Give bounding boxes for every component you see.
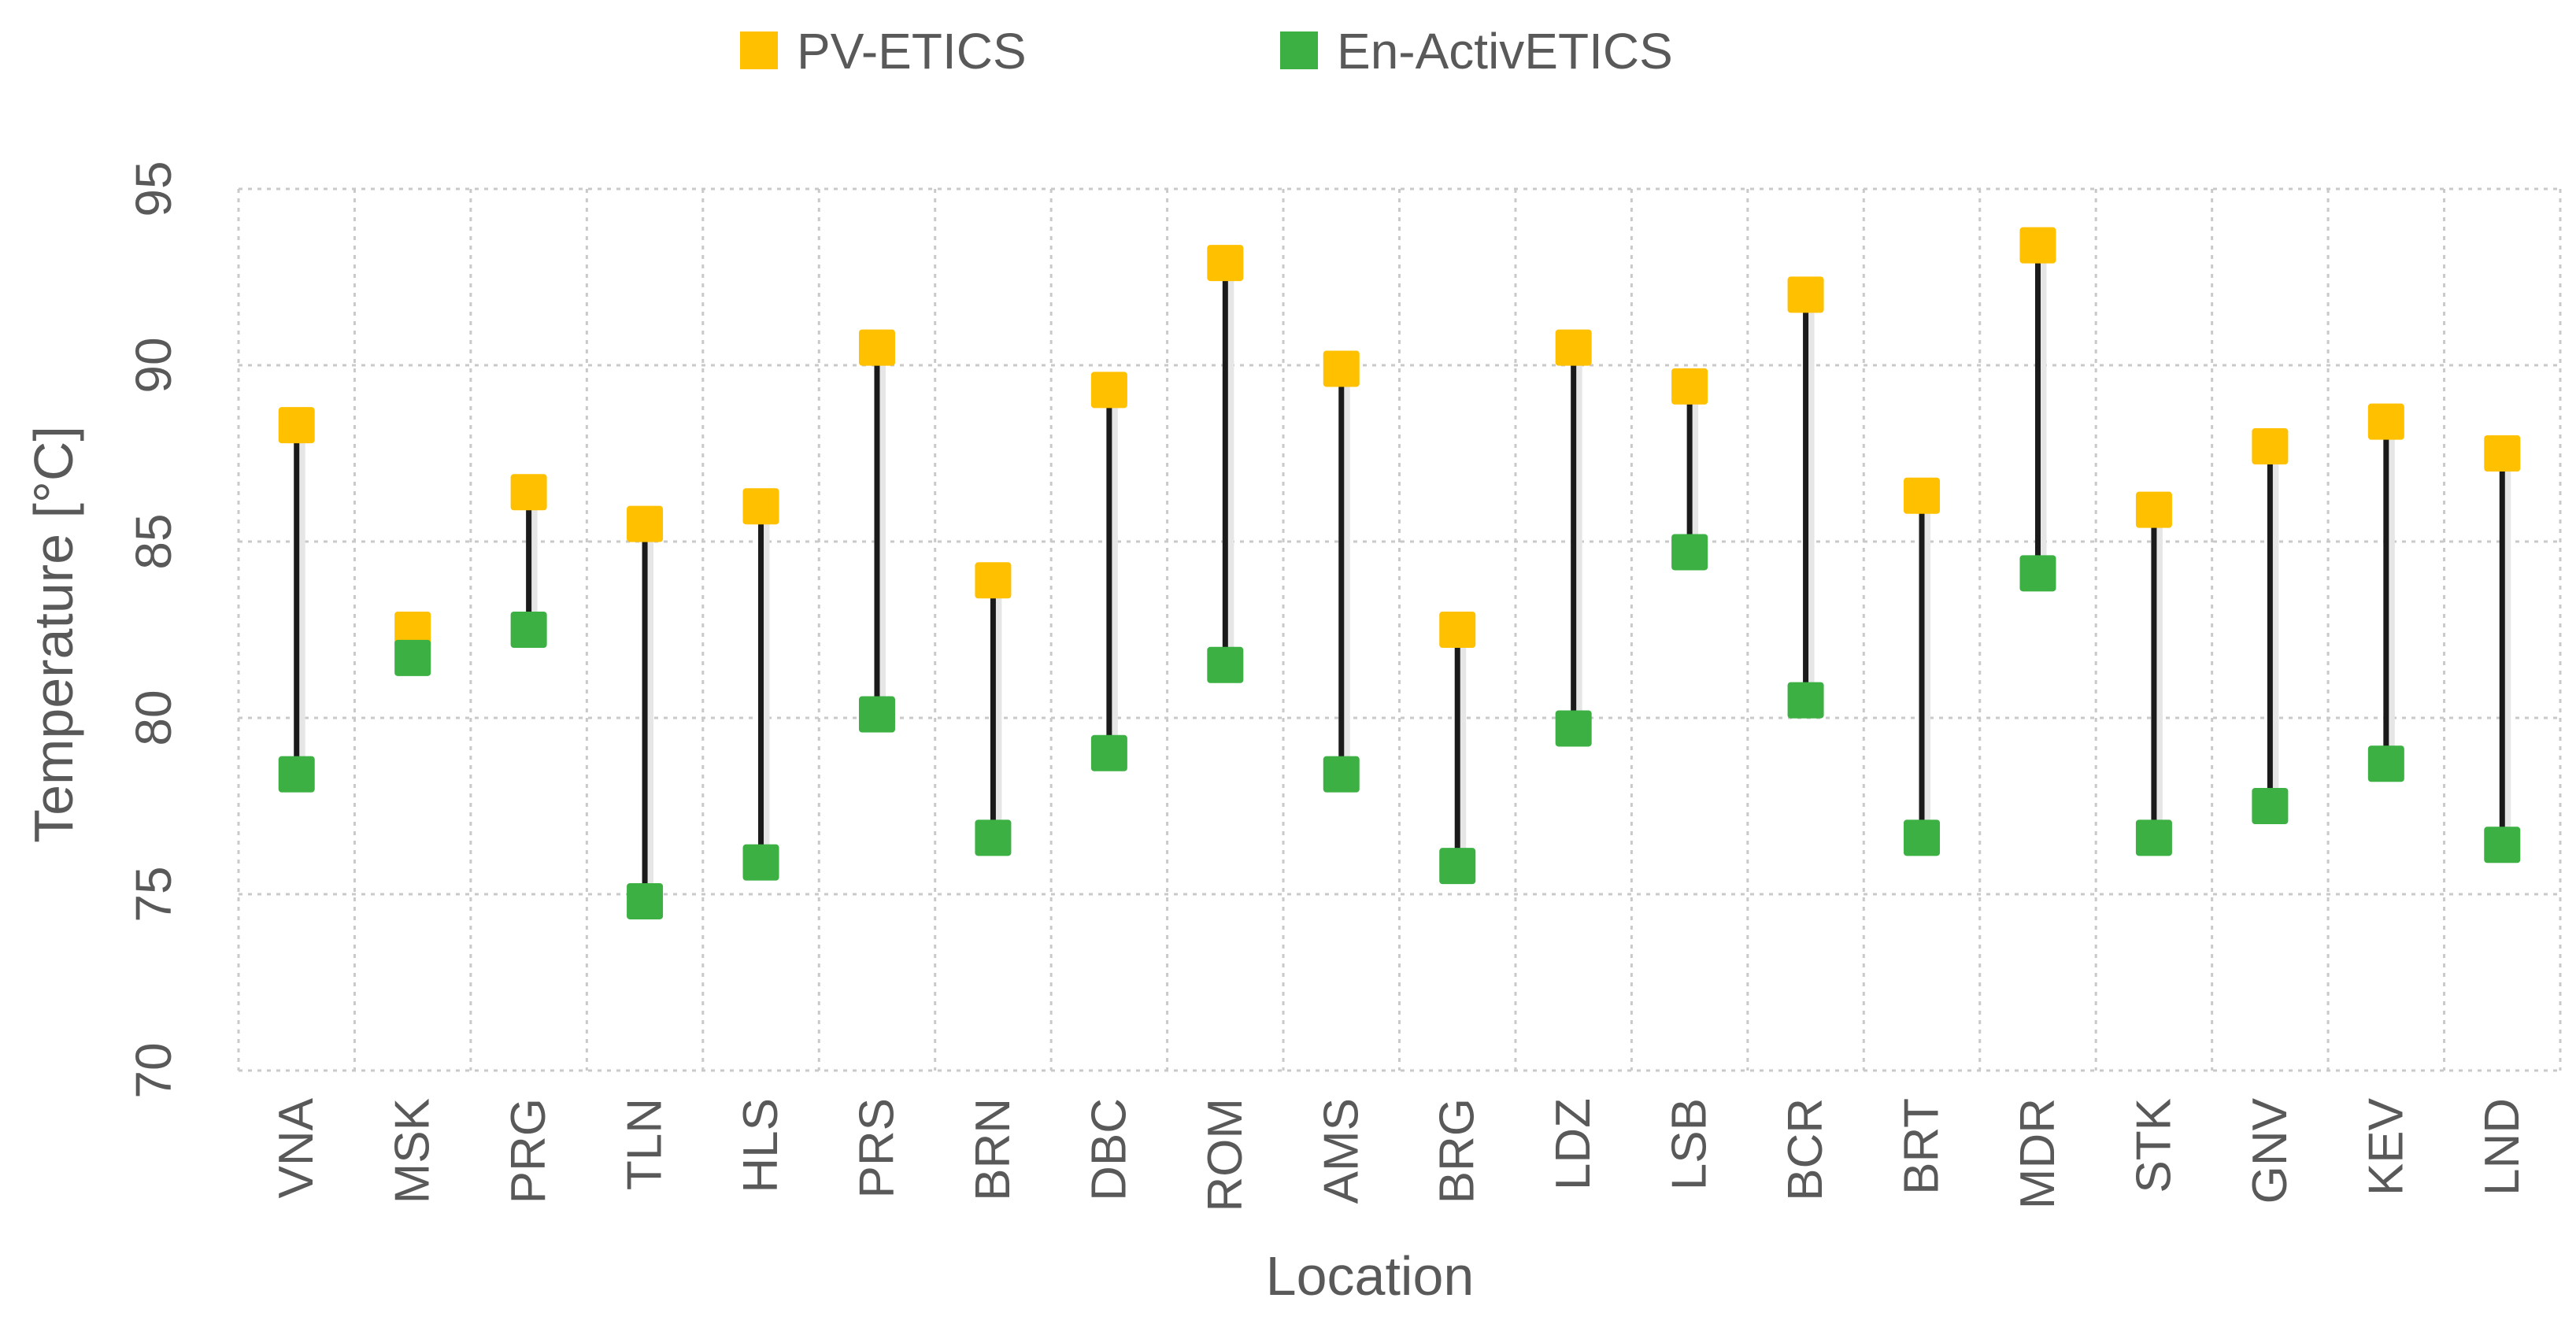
marker-pv-etics-brg: [1439, 612, 1476, 648]
marker-pv-etics-hls: [742, 488, 779, 525]
marker-en-activetics-msk: [394, 639, 431, 676]
marker-pv-etics-kev: [2367, 403, 2404, 440]
y-tick-label: 75: [125, 866, 182, 922]
x-tick-label-hls: HLS: [734, 1098, 788, 1193]
marker-en-activetics-lsb: [1671, 534, 1708, 571]
x-tick-label-brn: BRN: [966, 1098, 1020, 1201]
marker-pv-etics-brt: [1904, 477, 1941, 514]
x-tick-label-msk: MSK: [386, 1098, 440, 1204]
marker-en-activetics-bcr: [1787, 682, 1824, 719]
x-tick-label-brt: BRT: [1895, 1098, 1949, 1195]
x-tick-label-vna: VNA: [269, 1097, 324, 1198]
marker-en-activetics-gnv: [2252, 788, 2289, 824]
marker-en-activetics-brt: [1904, 819, 1941, 856]
y-axis-ticks: 70 75 80 85 90 95: [125, 161, 182, 1098]
marker-en-activetics-mdr: [2019, 555, 2056, 592]
marker-en-activetics-brg: [1439, 848, 1476, 885]
x-tick-label-prs: PRS: [849, 1098, 904, 1198]
marker-pv-etics-rom: [1207, 245, 1244, 282]
marker-en-activetics-prg: [510, 612, 547, 648]
marker-en-activetics-ldz: [1555, 710, 1592, 747]
marker-pv-etics-tln: [627, 505, 664, 542]
marker-pv-etics-mdr: [2019, 227, 2056, 264]
marker-pv-etics-dbc: [1090, 372, 1127, 409]
markers: [278, 227, 2521, 919]
legend-swatch-en-activetics: [1280, 31, 1318, 69]
legend-swatch-pv-etics: [740, 31, 778, 69]
marker-en-activetics-ams: [1323, 756, 1360, 793]
legend-label-pv-etics: PV-ETICS: [797, 23, 1027, 80]
marker-en-activetics-brn: [975, 819, 1012, 856]
y-axis-title: Temperature [°C]: [23, 426, 84, 843]
marker-pv-etics-brn: [975, 562, 1012, 599]
marker-en-activetics-prs: [858, 696, 895, 733]
x-tick-label-ldz: LDZ: [1546, 1098, 1601, 1190]
marker-en-activetics-kev: [2367, 745, 2404, 782]
marker-pv-etics-stk: [2135, 491, 2172, 528]
marker-pv-etics-prs: [858, 329, 895, 366]
marker-pv-etics-prg: [510, 474, 547, 511]
x-tick-label-prg: PRG: [502, 1098, 556, 1204]
marker-en-activetics-vna: [278, 756, 315, 793]
y-tick-label: 85: [125, 513, 182, 569]
marker-en-activetics-tln: [627, 882, 664, 919]
x-tick-label-stk: STK: [2126, 1098, 2181, 1193]
y-tick-label: 80: [125, 690, 182, 745]
y-tick-label: 70: [125, 1042, 182, 1098]
marker-en-activetics-hls: [742, 844, 779, 881]
marker-en-activetics-stk: [2135, 819, 2172, 856]
legend: PV-ETICS En-ActivETICS: [740, 23, 1673, 80]
x-tick-label-lsb: LSB: [1663, 1098, 1717, 1190]
x-axis-ticks: VNA MSK PRG TLN HLS PRS BRN DBC ROM AMS BRG LDZ LSB B…: [269, 1097, 2530, 1211]
marker-pv-etics-gnv: [2252, 428, 2289, 465]
marker-pv-etics-msk: [394, 612, 431, 648]
x-tick-label-gnv: GNV: [2243, 1097, 2297, 1204]
marker-pv-etics-ams: [1323, 350, 1360, 387]
y-tick-label: 90: [125, 337, 182, 393]
x-tick-label-brg: BRG: [1430, 1098, 1485, 1204]
marker-en-activetics-lnd: [2484, 827, 2521, 864]
x-tick-label-rom: ROM: [1198, 1098, 1253, 1212]
marker-pv-etics-lnd: [2484, 435, 2521, 472]
range-lines: [294, 245, 2511, 901]
x-axis-title: Location: [1266, 1245, 1475, 1307]
legend-label-en-activetics: En-ActivETICS: [1337, 23, 1673, 80]
marker-pv-etics-ldz: [1555, 329, 1592, 366]
x-tick-label-bcr: BCR: [1778, 1098, 1833, 1201]
x-tick-label-kev: KEV: [2359, 1097, 2413, 1196]
x-tick-label-lnd: LND: [2475, 1098, 2530, 1196]
x-tick-label-dbc: DBC: [1082, 1098, 1136, 1201]
marker-pv-etics-bcr: [1787, 276, 1824, 313]
marker-pv-etics-lsb: [1671, 368, 1708, 405]
marker-pv-etics-vna: [278, 407, 315, 444]
x-tick-label-ams: AMS: [1314, 1098, 1368, 1204]
y-tick-label: 95: [125, 161, 182, 216]
grid: [237, 187, 2562, 1072]
x-tick-label-mdr: MDR: [2011, 1098, 2065, 1209]
marker-en-activetics-dbc: [1090, 734, 1127, 771]
marker-en-activetics-rom: [1207, 646, 1244, 683]
x-tick-label-tln: TLN: [618, 1098, 672, 1190]
